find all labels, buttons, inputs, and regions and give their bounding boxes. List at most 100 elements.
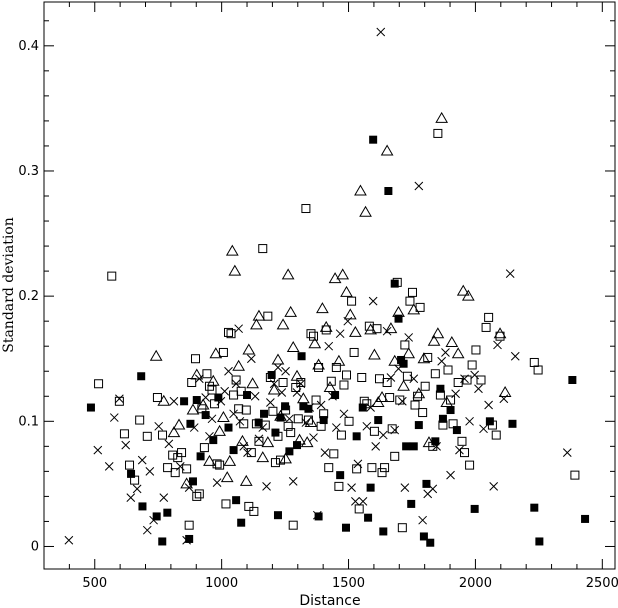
x-tick-label: 1000 [205, 576, 238, 591]
open-square-point [142, 431, 152, 441]
filled-square-point [237, 518, 246, 527]
open-square-point [487, 420, 497, 430]
y-tick-label: 0.3 [18, 164, 39, 179]
filled-square-point [163, 508, 172, 517]
cross-point [470, 370, 480, 380]
open-square-point [326, 376, 336, 386]
open-square-point [423, 352, 433, 362]
filled-square-point [414, 421, 423, 430]
open-triangle-point [304, 416, 318, 428]
filled-square-point [127, 469, 136, 478]
open-square-point [119, 429, 129, 439]
cross-point [216, 396, 226, 406]
cross-point [250, 391, 260, 401]
open-triangle-point [157, 394, 171, 406]
filled-square-point [419, 532, 428, 541]
cross-point [296, 379, 306, 389]
open-triangle-point [252, 309, 266, 321]
open-triangle-point [228, 264, 242, 276]
open-square-point [336, 430, 346, 440]
open-square-point [369, 426, 379, 436]
cross-point [64, 535, 74, 545]
open-square-point [484, 312, 494, 322]
cross-point [132, 484, 142, 494]
cross-point [368, 296, 378, 306]
open-square-point [306, 329, 316, 339]
open-square-point [390, 451, 400, 461]
open-triangle-point [368, 348, 381, 360]
cross-point [358, 497, 368, 506]
open-square-point [286, 428, 296, 438]
open-square-point [278, 378, 288, 388]
open-square-point [331, 362, 341, 372]
open-square-point [163, 463, 173, 473]
cross-point [137, 455, 147, 465]
open-square-point [273, 431, 283, 441]
open-square-point [192, 491, 202, 501]
open-triangle-point [440, 396, 454, 408]
filled-square-point [436, 384, 445, 393]
open-square-point [184, 520, 194, 530]
cross-point [231, 379, 241, 389]
filled-square-point [452, 426, 461, 435]
filled-square-point [568, 376, 577, 384]
open-square-point [229, 390, 239, 400]
open-square-point [415, 302, 425, 312]
open-square-point [319, 409, 329, 419]
filled-square-point [254, 418, 263, 427]
open-square-point [392, 277, 402, 287]
open-square-point [362, 399, 372, 409]
open-square-point [495, 331, 505, 341]
open-triangle-point [407, 303, 421, 315]
open-square-point [231, 375, 241, 385]
cross-point [331, 423, 341, 432]
open-square-point [268, 406, 278, 416]
open-square-point [533, 365, 543, 375]
filled-square-point [214, 393, 223, 402]
open-triangle-point [435, 111, 449, 123]
cross-point [207, 414, 217, 424]
open-triangle-point [316, 302, 329, 314]
open-triangle-point [296, 392, 310, 404]
cross-point [277, 388, 287, 397]
filled-square-point [341, 523, 350, 532]
cross-point [149, 515, 158, 525]
open-square-point [467, 360, 477, 370]
filled-square-point [409, 442, 418, 451]
open-triangle-point [328, 272, 342, 284]
cross-point [246, 354, 256, 364]
cross-point [505, 269, 515, 278]
x-axis-title: Distance [299, 593, 360, 608]
open-triangle-point [340, 285, 353, 297]
filled-square-point [201, 411, 210, 420]
cross-point [154, 421, 164, 431]
open-square-point [194, 489, 204, 499]
open-square-point [94, 379, 104, 389]
open-square-point [405, 296, 415, 306]
open-square-point [529, 357, 539, 367]
cross-point [489, 482, 499, 491]
open-square-point [481, 322, 491, 332]
cross-point [510, 351, 520, 361]
filled-square-point [138, 502, 147, 511]
open-square-point [191, 354, 201, 364]
filled-square-point [438, 414, 447, 423]
open-triangle-point [364, 323, 377, 335]
cross-point [484, 400, 493, 410]
open-square-point [301, 204, 311, 214]
cross-point [343, 316, 353, 326]
open-triangle-point [284, 305, 298, 317]
cross-point [437, 356, 447, 366]
open-triangle-point [375, 391, 389, 403]
open-triangle-point [456, 284, 470, 296]
filled-square-point [276, 413, 285, 422]
tick-labels: 500 1000 1500 2000 2500 0 0.1 0.2 0.3 0.4 [18, 39, 618, 591]
open-square-point [254, 436, 264, 446]
open-square-point [187, 378, 197, 388]
cross-point [201, 393, 211, 402]
cross-point [169, 396, 179, 406]
cross-point [499, 394, 509, 404]
open-square-point [471, 345, 481, 355]
data-points [64, 27, 590, 547]
cross-point [285, 414, 294, 424]
